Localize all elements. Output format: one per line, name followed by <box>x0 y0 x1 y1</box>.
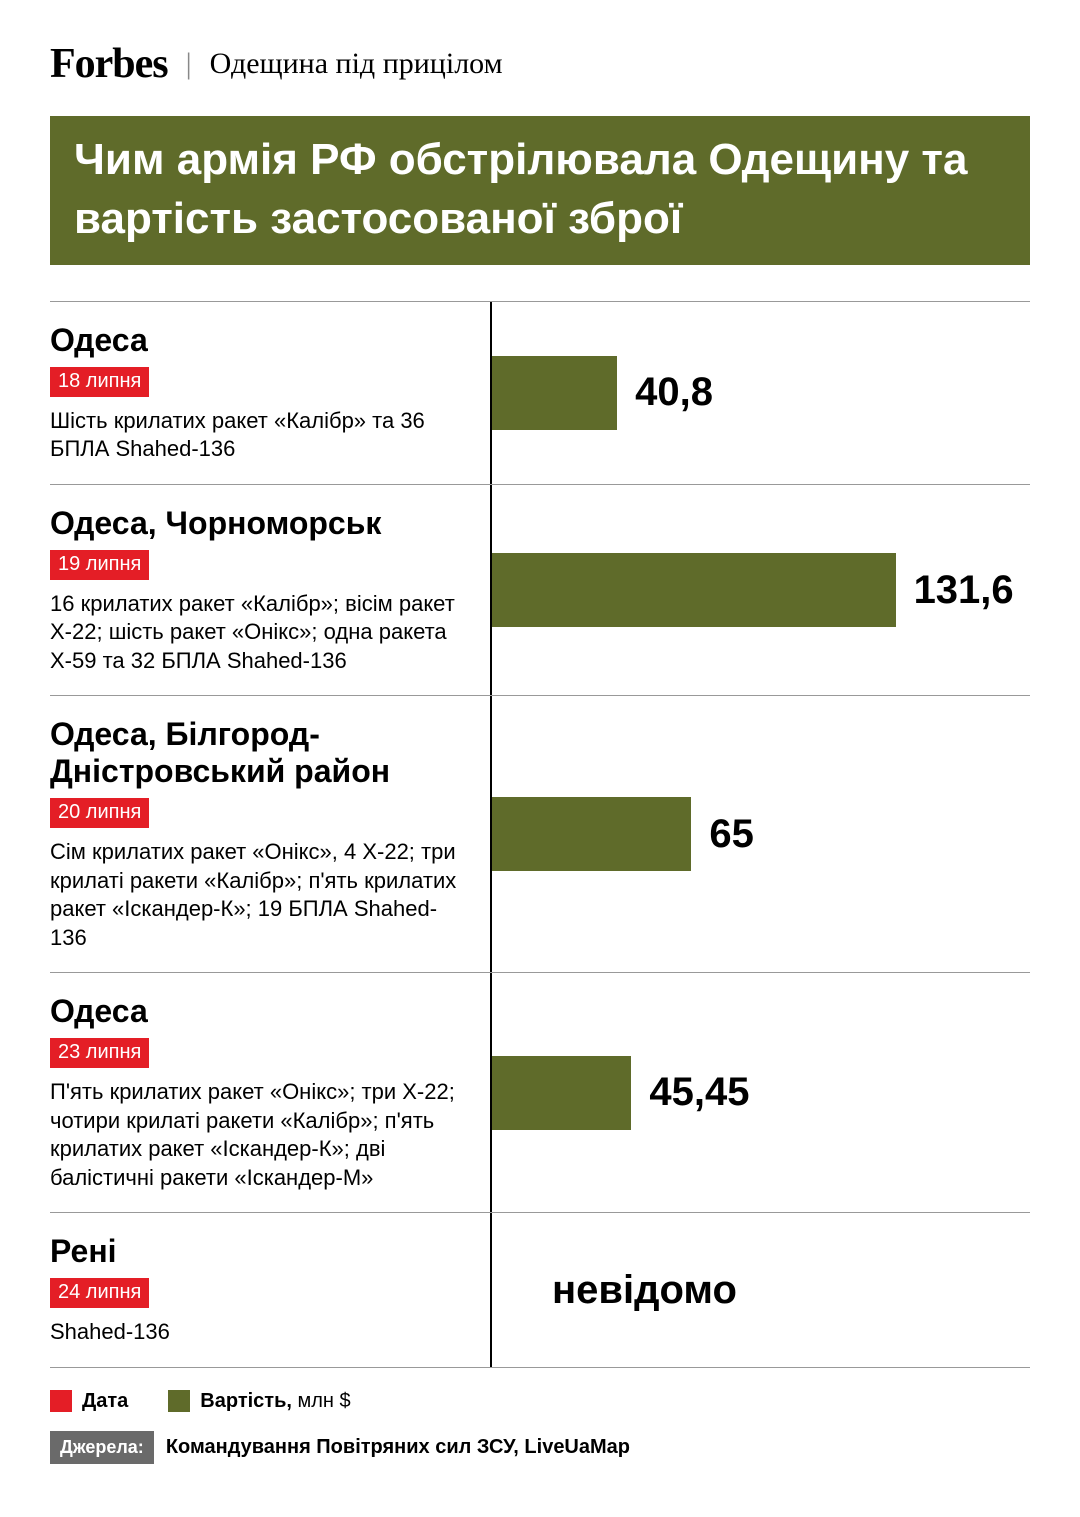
forbes-logo: Forbes <box>50 40 168 88</box>
location-label: Рені <box>50 1233 470 1270</box>
source-label: Джерела: <box>50 1431 154 1464</box>
bar <box>492 553 896 627</box>
description: Shahed-136 <box>50 1318 470 1347</box>
header-divider: | <box>186 47 192 81</box>
bar <box>492 1056 631 1130</box>
row-right: невідомо <box>490 1213 1030 1366</box>
row-left: Одеса 23 липня П'ять крилатих ракет «Онікс… <box>50 973 490 1212</box>
table-row: Одеса 18 липня Шість крилатих ракет «Каліб… <box>50 302 1030 485</box>
table-row: Одеса, Білгород-Дністровський район 20 ли… <box>50 696 1030 973</box>
legend-cost-label: Вартість, млн $ <box>200 1390 350 1413</box>
value-label-unknown: невідомо <box>552 1268 737 1313</box>
legend-swatch-cost <box>168 1390 190 1412</box>
table-row: Рені 24 липня Shahed-136 невідомо <box>50 1213 1030 1367</box>
chart-title: Чим армія РФ обстрілювала Одещину та вар… <box>50 116 1030 265</box>
row-left: Рені 24 липня Shahed-136 <box>50 1213 490 1366</box>
description: Сім крилатих ракет «Онікс», 4 Х-22; три … <box>50 838 470 952</box>
source-row: Джерела: Командування Повітряних сил ЗСУ… <box>50 1431 1030 1464</box>
location-label: Одеса <box>50 322 470 359</box>
row-right: 131,6 <box>490 485 1030 696</box>
legend-date-label: Дата <box>82 1390 128 1413</box>
location-label: Одеса <box>50 993 470 1030</box>
table-row: Одеса, Чорноморськ 19 липня 16 крилатих ра… <box>50 485 1030 697</box>
row-left: Одеса, Чорноморськ 19 липня 16 крилатих ра… <box>50 485 490 696</box>
row-left: Одеса 18 липня Шість крилатих ракет «Каліб… <box>50 302 490 484</box>
value-label: 45,45 <box>649 1070 749 1115</box>
value-label: 40,8 <box>635 370 713 415</box>
description: 16 крилатих ракет «Калібр»; вісім ракет … <box>50 590 470 676</box>
row-right: 65 <box>490 696 1030 972</box>
row-left: Одеса, Білгород-Дністровський район 20 ли… <box>50 696 490 972</box>
header: Forbes | Одещина під прицілом <box>50 40 1030 88</box>
source-text: Командування Повітряних сил ЗСУ, LiveUaM… <box>166 1436 630 1459</box>
value-label: 65 <box>709 812 754 857</box>
legend-item-cost: Вартість, млн $ <box>168 1390 350 1413</box>
description: Шість крилатих ракет «Калібр» та 36 БПЛА… <box>50 407 470 464</box>
row-right: 40,8 <box>490 302 1030 484</box>
legend-swatch-date <box>50 1390 72 1412</box>
bar <box>492 797 691 871</box>
header-subtitle: Одещина під прицілом <box>210 47 503 81</box>
location-label: Одеса, Білгород-Дністровський район <box>50 716 470 790</box>
legend-item-date: Дата <box>50 1390 128 1413</box>
row-right: 45,45 <box>490 973 1030 1212</box>
date-badge: 18 липня <box>50 367 149 397</box>
location-label: Одеса, Чорноморськ <box>50 505 470 542</box>
table-row: Одеса 23 липня П'ять крилатих ракет «Онікс… <box>50 973 1030 1213</box>
chart-area: Одеса 18 липня Шість крилатих ракет «Каліб… <box>50 301 1030 1368</box>
legend: Дата Вартість, млн $ <box>50 1390 1030 1413</box>
date-badge: 24 липня <box>50 1278 149 1308</box>
date-badge: 19 липня <box>50 550 149 580</box>
description: П'ять крилатих ракет «Онікс»; три Х-22; … <box>50 1078 470 1192</box>
bar <box>492 356 617 430</box>
date-badge: 20 липня <box>50 798 149 828</box>
date-badge: 23 липня <box>50 1038 149 1068</box>
value-label: 131,6 <box>914 568 1014 613</box>
